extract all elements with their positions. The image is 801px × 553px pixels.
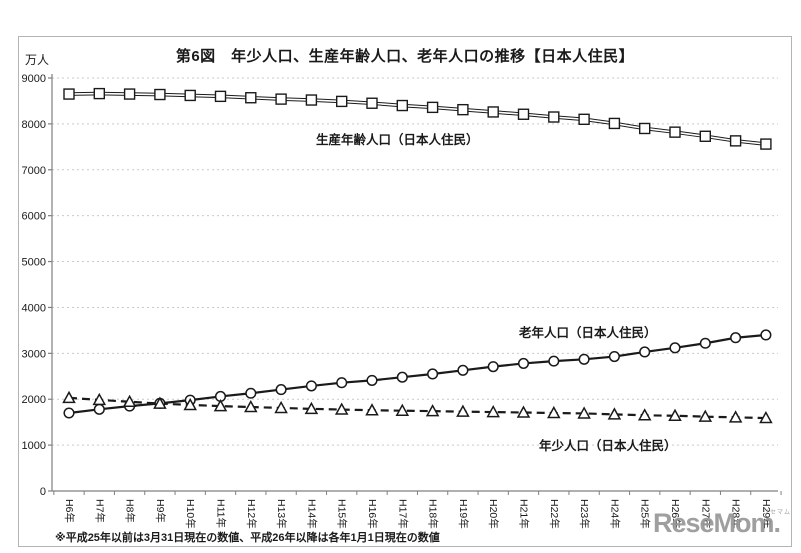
watermark-ruby-text: リセマム xyxy=(762,510,791,516)
svg-text:H23年: H23年 xyxy=(578,499,591,529)
svg-text:H18年: H18年 xyxy=(427,499,440,529)
svg-text:H24年: H24年 xyxy=(608,499,621,529)
svg-text:H28年: H28年 xyxy=(730,499,743,529)
svg-text:H15年: H15年 xyxy=(336,499,349,529)
figure-box: 0 1000 2000 3000 4000 5000 6000 7000 8000 9000 H6年… xyxy=(18,36,792,547)
series-label-working-age: 生産年齢人口（日本人住民） xyxy=(316,133,479,147)
svg-text:H20年: H20年 xyxy=(487,499,500,529)
svg-text:H8年: H8年 xyxy=(124,499,137,523)
svg-text:7000: 7000 xyxy=(22,165,46,177)
watermark-logo: リセマム ReseMom. xyxy=(653,510,801,546)
svg-text:H25年: H25年 xyxy=(639,499,652,529)
svg-text:8000: 8000 xyxy=(22,119,46,131)
svg-text:H21年: H21年 xyxy=(518,499,531,529)
svg-text:H13年: H13年 xyxy=(275,499,288,529)
chart-svg: 0 1000 2000 3000 4000 5000 6000 7000 8000 9000 H6年… xyxy=(22,73,782,529)
svg-text:H12年: H12年 xyxy=(245,499,258,529)
svg-text:H6年: H6年 xyxy=(63,499,76,523)
series-label-young: 年少人口（日本人住民） xyxy=(539,439,677,453)
footnote: ※平成25年以前は3月31日現在の数値、平成26年以降は各年1月1日現在の数値 xyxy=(55,532,440,544)
svg-text:H14年: H14年 xyxy=(305,499,318,529)
svg-text:H22年: H22年 xyxy=(548,499,561,529)
series-label-elderly: 老年人口（日本人住民） xyxy=(519,326,657,340)
svg-text:H11年: H11年 xyxy=(215,499,228,528)
svg-text:H17年: H17年 xyxy=(396,499,409,529)
svg-text:H10年: H10年 xyxy=(184,499,197,529)
svg-text:H7年: H7年 xyxy=(93,499,106,523)
svg-text:H29年: H29年 xyxy=(760,499,773,529)
chart-title: 第6図 年少人口、生産年齢人口、老年人口の推移【日本人住民】 xyxy=(175,48,635,65)
svg-text:9000: 9000 xyxy=(22,73,46,85)
svg-text:H19年: H19年 xyxy=(457,499,470,529)
svg-text:0: 0 xyxy=(40,486,46,498)
svg-text:2000: 2000 xyxy=(22,394,46,406)
svg-text:4000: 4000 xyxy=(22,302,46,314)
svg-text:6000: 6000 xyxy=(22,211,46,223)
svg-text:1000: 1000 xyxy=(22,440,46,452)
svg-text:H16年: H16年 xyxy=(366,499,379,529)
watermark-text: ReseMom. xyxy=(653,508,781,538)
svg-text:5000: 5000 xyxy=(22,257,46,269)
y-axis-unit-label: 万人 xyxy=(25,53,50,67)
svg-text:H26年: H26年 xyxy=(669,499,682,529)
svg-text:3000: 3000 xyxy=(22,348,46,360)
svg-text:H9年: H9年 xyxy=(154,499,167,523)
svg-text:H27年: H27年 xyxy=(699,499,712,529)
